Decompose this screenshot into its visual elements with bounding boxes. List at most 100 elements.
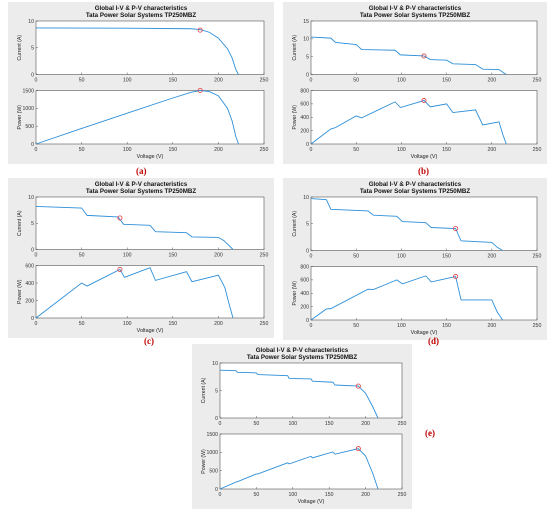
x-axis-label: Voltage (V) (411, 154, 438, 160)
chart-subtitle: Tata Power Solar Systems TP250MBZ (360, 12, 470, 19)
x-tick-label: 100 (123, 78, 132, 84)
x-tick-label: 100 (397, 78, 406, 84)
chart-title: Global I-V & P-V characteristics (95, 5, 188, 12)
y-tick-label: 400 (25, 281, 34, 287)
chart-title: Global I-V & P-V characteristics (369, 181, 462, 188)
x-tick-label: 0 (310, 147, 313, 153)
panel-caption-a: (a) (136, 166, 147, 176)
x-tick-label: 50 (353, 323, 359, 329)
x-tick-label: 0 (35, 147, 38, 153)
x-axis-label: Voltage (V) (411, 330, 438, 336)
mpp-marker (453, 274, 459, 280)
series-line (310, 100, 507, 145)
y-tick-label: 1500 (22, 88, 34, 94)
series-line (310, 36, 507, 75)
x-tick-label: 200 (214, 321, 223, 327)
y-axis-label: Current (A) (292, 35, 298, 61)
y-axis-label: Power (W) (17, 105, 23, 130)
x-tick-label: 150 (168, 147, 177, 153)
x-tick-label: 50 (79, 321, 85, 327)
x-tick-label: 50 (79, 78, 85, 84)
chart-panel-e: Global I-V & P-V characteristics Tata Pow… (192, 344, 412, 509)
chart-panel-a: Global I-V & P-V characteristics Tata Pow… (8, 2, 274, 164)
x-tick-label: 0 (35, 253, 38, 259)
plot-area (219, 362, 403, 419)
plot-area (310, 196, 538, 251)
x-tick-label: 150 (442, 323, 451, 329)
x-tick-label: 200 (487, 78, 496, 84)
y-tick-label: 400 (300, 115, 309, 121)
y-tick-label: 0 (306, 72, 309, 78)
y-tick-label: 5 (215, 388, 218, 394)
panel-caption-c: (c) (144, 336, 154, 346)
y-tick-label: 10 (212, 361, 218, 367)
x-tick-label: 250 (260, 253, 269, 259)
plot-area (310, 90, 538, 145)
x-tick-label: 250 (260, 321, 269, 327)
x-tick-label: 100 (288, 421, 297, 427)
x-tick-label: 0 (219, 421, 222, 427)
mpp-marker (355, 446, 361, 452)
chart-subtitle: Tata Power Solar Systems TP250MBZ (86, 188, 196, 195)
mpp-marker (117, 266, 123, 272)
x-tick-label: 250 (398, 421, 407, 427)
y-tick-label: 0 (306, 318, 309, 324)
series-line (35, 27, 239, 75)
mpp-marker (355, 383, 361, 389)
y-tick-label: 0 (306, 142, 309, 148)
x-tick-label: 150 (442, 78, 451, 84)
y-tick-label: 0 (306, 248, 309, 254)
y-tick-label: 400 (300, 291, 309, 297)
series-line (35, 90, 239, 145)
x-tick-label: 50 (353, 78, 359, 84)
mpp-marker (421, 98, 427, 104)
x-tick-label: 150 (442, 254, 451, 260)
panel-caption-e: (e) (425, 428, 435, 438)
y-tick-label: 0 (31, 142, 34, 148)
chart-panel-d: Global I-V & P-V characteristics Tata Pow… (283, 178, 547, 340)
plot-area (35, 90, 265, 145)
y-tick-label: 5 (306, 222, 309, 228)
chart-title: Global I-V & P-V characteristics (369, 5, 462, 12)
x-tick-label: 200 (214, 253, 223, 259)
y-tick-label: 10 (303, 195, 309, 201)
series-line (310, 275, 504, 321)
x-axis-label: Voltage (V) (298, 499, 325, 505)
plot-area (310, 266, 538, 321)
x-tick-label: 250 (260, 147, 269, 153)
x-tick-label: 100 (123, 321, 132, 327)
y-axis-label: Current (A) (17, 35, 23, 61)
x-tick-label: 250 (533, 147, 542, 153)
series-line (35, 206, 234, 250)
y-tick-label: 5 (31, 46, 34, 52)
y-tick-label: 10 (28, 195, 34, 201)
y-tick-label: 0 (31, 72, 34, 78)
x-tick-label: 250 (533, 323, 542, 329)
x-tick-label: 0 (310, 78, 313, 84)
y-tick-label: 1000 (206, 450, 218, 456)
x-tick-label: 200 (487, 323, 496, 329)
y-tick-label: 0 (31, 247, 34, 253)
y-tick-label: 10 (28, 19, 34, 25)
chart-panel-b: Global I-V & P-V characteristics Tata Pow… (283, 2, 547, 164)
y-tick-label: 10 (303, 37, 309, 43)
mpp-marker (421, 53, 427, 59)
y-tick-label: 1500 (206, 432, 218, 438)
x-tick-label: 0 (310, 254, 313, 260)
x-tick-label: 0 (35, 321, 38, 327)
y-axis-label: Current (A) (292, 211, 298, 237)
x-tick-label: 50 (353, 147, 359, 153)
x-tick-label: 50 (254, 492, 260, 498)
mpp-marker (453, 226, 459, 232)
panel-caption-b: (b) (418, 166, 429, 176)
x-tick-label: 50 (353, 254, 359, 260)
mpp-marker (197, 27, 203, 33)
chart-subtitle: Tata Power Solar Systems TP250MBZ (86, 12, 196, 19)
y-axis-label: Power (W) (17, 279, 23, 304)
panel-caption-d: (d) (428, 336, 439, 346)
x-tick-label: 0 (219, 492, 222, 498)
x-axis-label: Voltage (V) (137, 328, 164, 334)
y-tick-label: 0 (215, 416, 218, 422)
y-axis-label: Power (W) (292, 281, 298, 306)
chart-subtitle: Tata Power Solar Systems TP250MBZ (247, 354, 357, 361)
